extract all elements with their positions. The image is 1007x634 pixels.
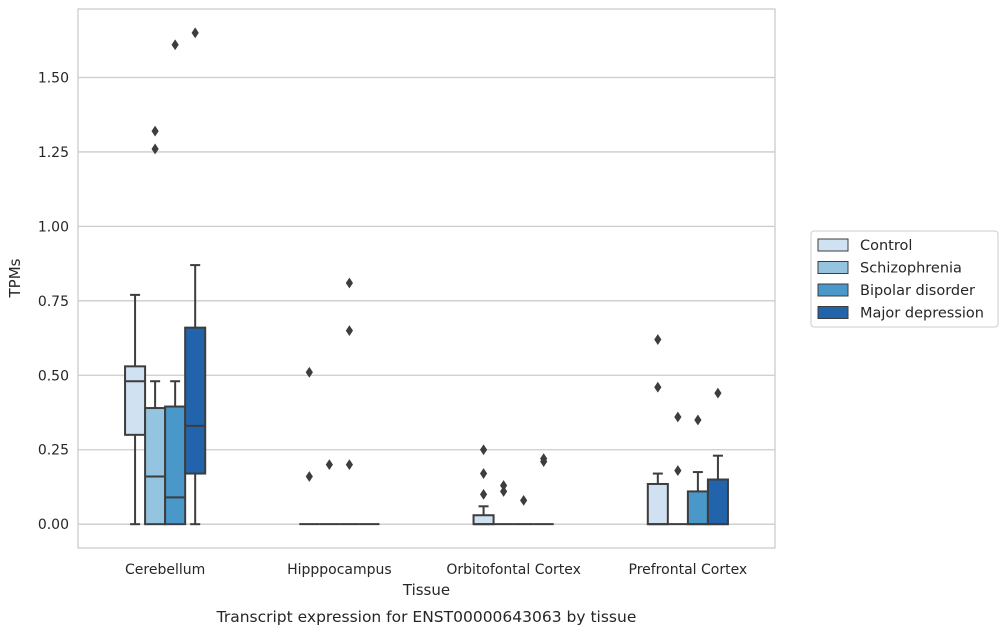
y-tick-label: 1.00 (38, 219, 69, 235)
x-tick-labels: Cerebellum Hipppocampus Orbitofontal Corte… (125, 562, 747, 578)
chart-caption: Transcript expression for ENST0000064306… (216, 608, 637, 626)
outlier-point (171, 39, 179, 51)
y-tick-label: 0.00 (38, 517, 69, 533)
legend-label: Control (860, 238, 912, 254)
iqr-box (184, 326, 207, 475)
outlier-point (674, 465, 682, 476)
y-axis-label: TPMs (6, 258, 24, 298)
box-schizophrenia (493, 480, 514, 526)
legend-swatch (817, 238, 849, 252)
iqr-box (164, 405, 187, 526)
outlier-point (305, 471, 313, 482)
outlier-point (694, 414, 702, 426)
outlier-point (305, 366, 313, 378)
outlier-point (479, 444, 488, 456)
outlier-point (674, 411, 682, 423)
outlier-point (325, 459, 333, 471)
outlier-point (191, 27, 199, 39)
x-tick-label: Hipppocampus (287, 562, 392, 578)
outlier-point (479, 468, 488, 479)
outlier-point (654, 334, 662, 345)
iqr-box (646, 482, 669, 526)
box-bipolar-disorder (339, 277, 360, 526)
box-major-depression (706, 387, 729, 526)
outlier-point (540, 453, 548, 465)
box-control (299, 366, 320, 526)
outlier-point (500, 486, 508, 497)
box-bipolar-disorder (686, 414, 709, 526)
legend-frame (810, 230, 999, 328)
outlier-point (500, 480, 508, 491)
outlier-point (345, 325, 353, 337)
box-control (646, 334, 669, 526)
outlier-point (654, 381, 662, 393)
y-tick-labels: 0.00 0.25 0.50 0.75 1.00 1.25 1.50 (38, 70, 69, 533)
outlier-point (714, 387, 722, 399)
outlier-point (479, 488, 488, 500)
legend-label: Bipolar disorder (860, 283, 975, 299)
y-tick-label: 0.50 (38, 368, 69, 384)
y-tick-label: 1.25 (38, 145, 69, 161)
x-tick-label: Orbitofontal Cortex (446, 562, 581, 578)
outlier-point (151, 125, 159, 137)
plot-frame (77, 8, 776, 549)
box-control (472, 444, 495, 526)
legend-swatch (817, 306, 849, 319)
iqr-box (472, 514, 495, 526)
legend: Control Schizophrenia Bipolar disorder Majo… (810, 230, 999, 328)
outlier-point (345, 459, 353, 471)
box-schizophrenia (667, 411, 688, 526)
iqr-box (144, 407, 167, 526)
x-tick-label: Cerebellum (125, 562, 205, 578)
box-major-depression (533, 453, 554, 526)
box-groups (124, 27, 729, 526)
outlier-point (520, 494, 528, 506)
y-tick-label: 1.50 (38, 70, 69, 86)
legend-label: Major depression (860, 306, 984, 322)
x-axis-label: Tissue (402, 581, 450, 599)
box-bipolar-disorder (513, 494, 534, 526)
outlier-point (345, 277, 353, 289)
box-control (124, 293, 147, 526)
legend-label: Schizophrenia (860, 261, 962, 277)
legend-swatch (817, 283, 849, 297)
outlier-point (151, 143, 159, 155)
y-tick-label: 0.25 (38, 443, 69, 459)
y-tick-label: 0.75 (38, 294, 69, 310)
legend-swatch (817, 261, 849, 274)
x-tick-label: Prefrontal Cortex (629, 562, 748, 578)
iqr-box (124, 365, 147, 436)
iqr-box (706, 478, 729, 526)
box-schizophrenia (319, 459, 340, 526)
box-major-depression (184, 27, 207, 526)
iqr-box (686, 490, 709, 526)
